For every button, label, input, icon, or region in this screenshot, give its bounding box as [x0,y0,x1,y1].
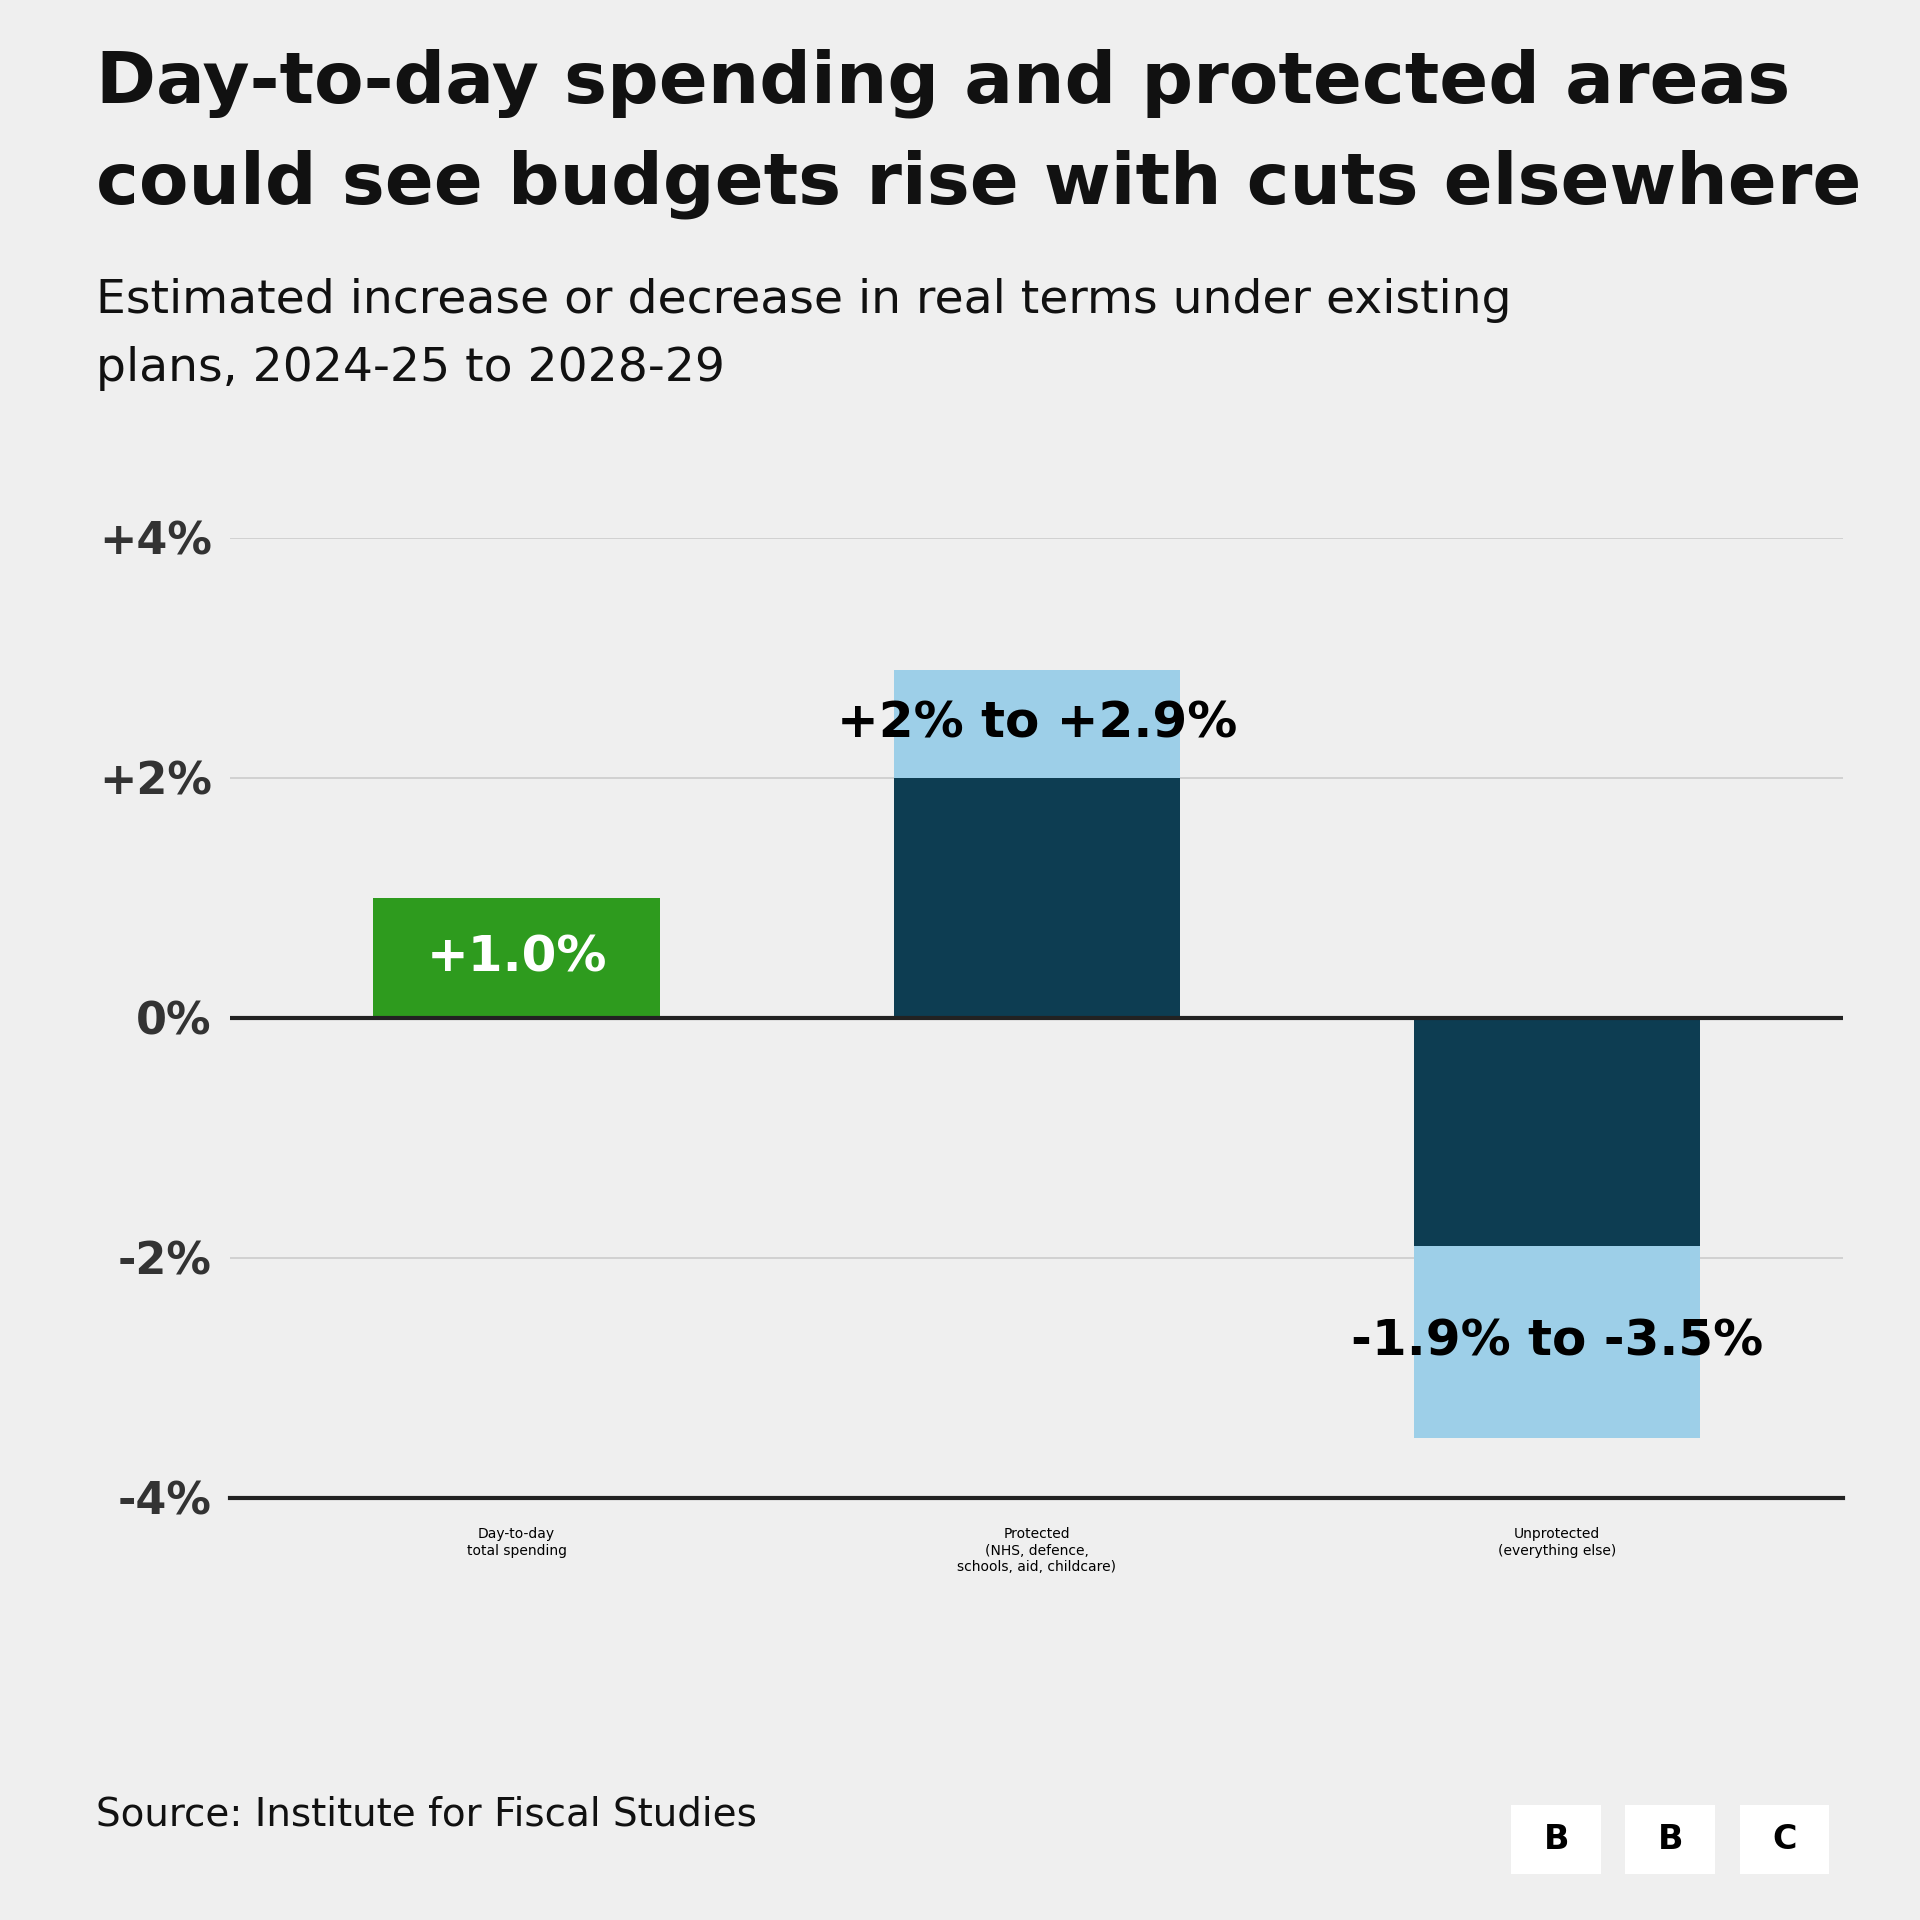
FancyBboxPatch shape [1740,1805,1830,1874]
Text: -1.9% to -3.5%: -1.9% to -3.5% [1352,1317,1763,1365]
Bar [1413,1018,1699,1246]
FancyBboxPatch shape [1511,1805,1601,1874]
Text: plans, 2024-25 to 2028-29: plans, 2024-25 to 2028-29 [96,346,726,390]
Text: B: B [1657,1822,1684,1857]
Text: C: C [1772,1822,1797,1857]
Text: +2% to +2.9%: +2% to +2.9% [837,699,1236,747]
Text: Day-to-day spending and protected areas: Day-to-day spending and protected areas [96,48,1789,117]
Text: B: B [1544,1822,1569,1857]
Text: could see budgets rise with cuts elsewhere: could see budgets rise with cuts elsewhe… [96,150,1860,219]
Text: Estimated increase or decrease in real terms under existing: Estimated increase or decrease in real t… [96,278,1511,323]
FancyBboxPatch shape [1626,1805,1715,1874]
Bar [374,899,660,1018]
Text: +1.0%: +1.0% [426,933,607,981]
Bar [893,778,1181,1018]
Text: Source: Institute for Fiscal Studies: Source: Institute for Fiscal Studies [96,1795,756,1834]
Bar [1413,1246,1699,1438]
Bar [893,670,1181,778]
